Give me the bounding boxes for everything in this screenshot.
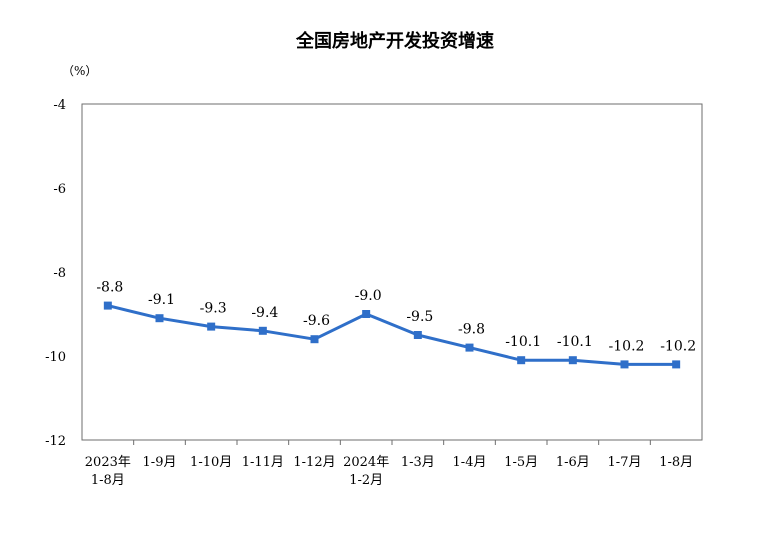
data-point xyxy=(517,356,526,365)
data-point xyxy=(258,326,267,335)
plot-frame xyxy=(81,103,703,441)
data-label: -10.2 xyxy=(660,338,696,354)
x-tick-label: 1-2月 xyxy=(349,473,383,488)
data-point xyxy=(103,301,112,310)
data-label: -10.2 xyxy=(609,338,645,354)
x-tick-label: 1-4月 xyxy=(453,455,487,470)
data-point xyxy=(362,310,371,318)
y-tick-label: -4 xyxy=(53,98,66,113)
data-point xyxy=(465,343,474,352)
data-point xyxy=(207,322,216,331)
x-tick-label: 1-3月 xyxy=(401,455,435,470)
y-tick-label: -8 xyxy=(53,266,66,281)
data-point xyxy=(568,356,577,365)
data-label: -9.8 xyxy=(458,322,485,338)
x-tick-label: 1-11月 xyxy=(242,455,284,470)
data-point xyxy=(310,335,319,344)
data-label: -10.1 xyxy=(505,334,541,350)
data-point xyxy=(155,314,164,323)
data-label: -9.5 xyxy=(406,309,433,325)
x-tick-label: 1-8月 xyxy=(659,455,693,470)
series-line xyxy=(107,304,677,366)
x-tick-label: 2024年 xyxy=(343,455,389,470)
x-tick-label: 1-12月 xyxy=(293,455,335,470)
x-tick-label: 1-10月 xyxy=(190,455,232,470)
x-axis: 2023年 1-8月 1-9月 1-10月 1-11月 1-12月 2024年 1-2月 1-3… xyxy=(85,440,693,488)
x-tick-label: 1-8月 xyxy=(91,473,125,488)
data-point xyxy=(672,360,681,369)
data-labels: -8.8 -9.1 -9.3 -9.4 -9.6 -9.0 -9.5 -9.8 -10.1 -10… xyxy=(96,280,696,355)
data-label: -8.8 xyxy=(96,280,123,296)
y-tick-label: -6 xyxy=(53,182,66,197)
data-label: -9.0 xyxy=(355,288,382,304)
y-tick-label: -10 xyxy=(45,350,66,365)
chart-title: 全国房地产开发投资增速 xyxy=(295,30,494,52)
data-label: -9.4 xyxy=(251,305,278,321)
x-tick-label: 2023年 xyxy=(85,455,131,470)
data-point xyxy=(620,360,629,369)
data-label: -9.3 xyxy=(200,301,227,317)
x-tick-label: 1-5月 xyxy=(504,455,538,470)
y-axis-unit: （%） xyxy=(62,64,97,78)
x-tick-label: 1-7月 xyxy=(608,455,642,470)
data-point xyxy=(413,331,422,339)
x-tick-label: 1-9月 xyxy=(143,455,177,470)
y-tick-label: -12 xyxy=(45,434,66,449)
data-label: -9.6 xyxy=(303,313,330,329)
series-markers xyxy=(103,301,681,369)
x-tick-label: 1-6月 xyxy=(556,455,590,470)
y-axis: -4 -6 -8 -10 -12 xyxy=(45,98,66,449)
data-label: -9.1 xyxy=(148,292,175,308)
data-label: -10.1 xyxy=(557,334,593,350)
